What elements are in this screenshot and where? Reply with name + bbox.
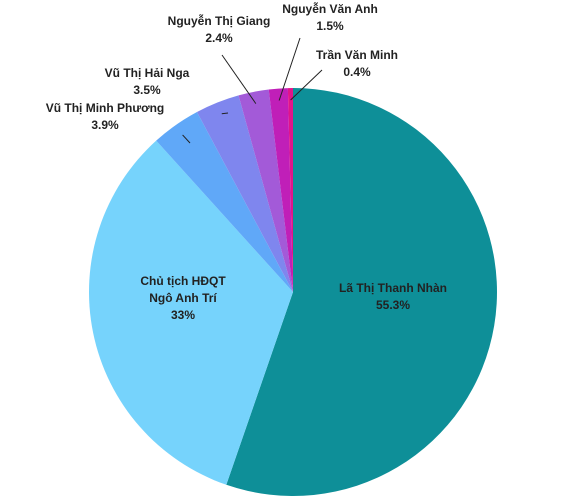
- slice-label-line: Ngô Anh Trí: [149, 291, 217, 305]
- pie-slice: [268, 88, 293, 292]
- slice-label: Trần Văn Minh: [316, 48, 398, 62]
- pie-slice: [156, 112, 293, 292]
- leader-line: [221, 54, 257, 104]
- pie-slice: [287, 88, 293, 292]
- slice-label: Lã Thị Thanh Nhàn: [339, 281, 447, 295]
- slice-label: Vũ Thị Hải Nga: [105, 66, 190, 80]
- slice-label: Nguyễn Thị Giang: [168, 13, 271, 28]
- pie-slice: [226, 88, 497, 496]
- slice-label-line: Lã Thị Thanh Nhàn: [339, 281, 447, 295]
- pie-slice: [196, 95, 293, 293]
- value-label: 3.9%: [91, 118, 119, 132]
- slice-label-line: Nguyễn Thị Giang: [168, 13, 271, 28]
- slice-label-line: Trần Văn Minh: [316, 48, 398, 62]
- value-label: 55.3%: [376, 298, 410, 312]
- leader-line: [278, 37, 301, 101]
- leader-line: [290, 69, 323, 101]
- value-label: 1.5%: [316, 19, 344, 33]
- leader-line: [182, 134, 191, 144]
- slice-label: Nguyễn Văn Anh: [282, 1, 378, 16]
- slice-label-line: Vũ Thị Minh Phương: [46, 101, 165, 115]
- slice-label: Chủ tịch HĐQT Ngô Anh Trí: [140, 274, 226, 305]
- slice-label-line: Vũ Thị Hải Nga: [105, 66, 190, 80]
- value-label: 0.4%: [343, 65, 371, 79]
- pie-slice: [88, 140, 293, 485]
- leader-line: [221, 112, 229, 115]
- value-label: 2.4%: [205, 31, 233, 45]
- value-label: 33%: [171, 308, 195, 322]
- slice-label: Vũ Thị Minh Phương: [46, 101, 165, 115]
- slice-label-line: Chủ tịch HĐQT: [140, 274, 226, 288]
- value-label: 3.5%: [133, 83, 161, 97]
- pie-slice: [238, 89, 293, 292]
- slice-label-line: Nguyễn Văn Anh: [282, 1, 378, 16]
